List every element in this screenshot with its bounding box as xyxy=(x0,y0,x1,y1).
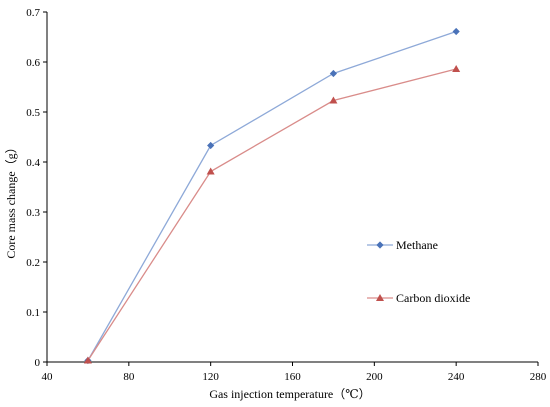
x-tick-label: 160 xyxy=(284,371,301,383)
x-tick-label: 200 xyxy=(366,371,383,383)
x-axis-title: Gas injection temperature（℃） xyxy=(209,387,370,401)
y-tick-label: 0.1 xyxy=(26,307,40,319)
y-tick-label: 0.6 xyxy=(26,57,40,69)
series-carbon-dioxide xyxy=(83,65,461,364)
data-point xyxy=(83,356,92,364)
x-tick-label: 280 xyxy=(530,371,547,383)
y-axis-title: Core mass change（g） xyxy=(4,141,18,258)
legend-item: Methane xyxy=(367,238,438,252)
legend-item: Carbon dioxide xyxy=(367,291,470,305)
y-tick-label: 0.3 xyxy=(26,207,40,219)
x-tick-label: 240 xyxy=(448,371,465,383)
data-point xyxy=(207,141,215,150)
legend-marker xyxy=(376,294,384,301)
y-tick-label: 0 xyxy=(35,357,41,369)
data-point xyxy=(452,27,460,36)
series-layer xyxy=(83,27,461,365)
data-point xyxy=(206,167,215,175)
data-point xyxy=(329,69,338,78)
x-tick-label: 40 xyxy=(42,371,54,383)
data-point xyxy=(329,96,338,104)
y-tick-label: 0.7 xyxy=(26,7,40,19)
data-point xyxy=(452,65,461,72)
legend-label: Methane xyxy=(396,238,438,252)
axes: 40 80 120 160 200 240 280 0 0.1 0.2 0.3 0.4 0.5 0.6 0.… xyxy=(26,7,547,383)
series-methane xyxy=(84,27,460,365)
series-line xyxy=(87,68,457,361)
y-tick-label: 0.5 xyxy=(26,107,40,119)
legend-marker xyxy=(376,241,384,249)
x-tick-label: 80 xyxy=(123,371,135,383)
x-tick-label: 120 xyxy=(202,371,219,383)
legend-label: Carbon dioxide xyxy=(396,291,470,305)
legend: Methane Carbon dioxide xyxy=(367,238,470,305)
y-tick-label: 0.4 xyxy=(26,157,40,169)
y-tick-label: 0.2 xyxy=(26,257,40,269)
series-line xyxy=(87,30,457,361)
